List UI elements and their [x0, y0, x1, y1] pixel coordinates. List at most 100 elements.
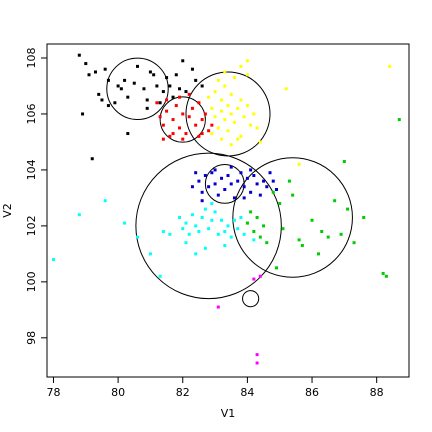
data-point	[181, 227, 185, 231]
x-tick-label: 84	[240, 386, 254, 399]
data-point	[184, 132, 188, 136]
data-point	[252, 112, 256, 116]
data-point	[116, 84, 120, 88]
data-point	[255, 361, 259, 365]
data-point	[123, 221, 127, 225]
data-point	[197, 101, 201, 105]
data-point	[132, 81, 136, 85]
cluster-circle	[185, 71, 271, 157]
data-point	[229, 235, 233, 239]
data-point	[320, 229, 324, 233]
data-point	[271, 190, 275, 194]
y-axis-label: V2	[1, 203, 14, 218]
data-point	[213, 168, 217, 172]
data-point	[187, 232, 191, 236]
data-point	[255, 353, 259, 357]
data-point	[190, 67, 194, 71]
data-point	[239, 98, 243, 102]
x-axis: 78 80 82 84 86 88	[46, 377, 384, 399]
data-point	[236, 179, 240, 183]
x-axis-label: V1	[221, 407, 236, 420]
data-point	[287, 179, 291, 183]
data-point	[184, 221, 188, 225]
data-point	[207, 185, 211, 189]
data-point	[148, 70, 152, 74]
data-point	[203, 174, 207, 178]
data-point	[194, 123, 198, 127]
data-point	[155, 84, 159, 88]
y-tick-label: 100	[25, 271, 38, 292]
data-point	[333, 199, 337, 203]
data-point	[317, 252, 320, 256]
data-point	[249, 210, 253, 214]
data-point	[171, 132, 175, 136]
data-point	[346, 207, 350, 211]
data-point	[397, 118, 401, 122]
data-point	[229, 182, 233, 186]
data-point	[210, 171, 214, 175]
cluster-circle	[232, 157, 353, 278]
data-point	[236, 137, 240, 141]
data-point	[245, 176, 249, 180]
data-point	[255, 126, 259, 130]
data-point	[203, 246, 207, 250]
data-point	[232, 120, 236, 124]
data-point	[207, 227, 211, 231]
data-point	[161, 90, 165, 94]
data-point	[51, 257, 55, 261]
data-point	[226, 174, 230, 178]
data-point	[93, 70, 97, 74]
plot-frame	[46, 43, 410, 378]
data-point	[161, 137, 165, 141]
data-point	[165, 109, 169, 113]
data-point	[181, 137, 185, 141]
data-point	[200, 190, 204, 194]
y-tick-label: 102	[25, 215, 38, 236]
data-point	[216, 78, 220, 82]
data-point	[229, 92, 233, 96]
data-point	[278, 202, 282, 206]
data-point	[255, 215, 259, 219]
data-point	[136, 64, 139, 68]
data-point	[197, 134, 201, 138]
data-point	[281, 227, 285, 231]
x-tick-label: 80	[111, 386, 125, 399]
data-point	[252, 238, 256, 242]
data-point	[197, 229, 201, 233]
data-point	[274, 188, 278, 192]
data-point	[239, 171, 243, 175]
data-point	[291, 193, 295, 197]
data-point	[158, 115, 162, 119]
x-tick-label: 78	[46, 386, 60, 399]
data-point	[216, 193, 220, 197]
data-point	[90, 157, 94, 161]
data-point	[216, 232, 220, 236]
data-point	[181, 112, 185, 116]
data-point	[220, 137, 224, 141]
data-point	[232, 196, 236, 200]
data-point	[187, 92, 191, 96]
data-point	[200, 118, 204, 122]
data-point	[158, 101, 162, 105]
data-point	[174, 73, 178, 77]
data-point	[190, 185, 194, 189]
cluster-circle	[106, 57, 169, 120]
data-point	[223, 188, 227, 192]
data-point	[148, 252, 152, 256]
data-point	[223, 70, 227, 74]
x-tick-label: 86	[305, 386, 319, 399]
data-point	[216, 126, 220, 130]
data-point	[242, 115, 246, 119]
data-point	[220, 98, 224, 102]
x-tick-label: 82	[176, 386, 190, 399]
data-point	[210, 218, 214, 222]
cluster-circle	[204, 164, 245, 204]
data-point	[255, 182, 259, 186]
data-point	[252, 277, 256, 281]
data-point	[203, 112, 207, 116]
data-point	[184, 241, 188, 245]
data-point	[168, 232, 172, 236]
data-point	[239, 134, 243, 138]
y-tick-label: 108	[25, 47, 38, 68]
